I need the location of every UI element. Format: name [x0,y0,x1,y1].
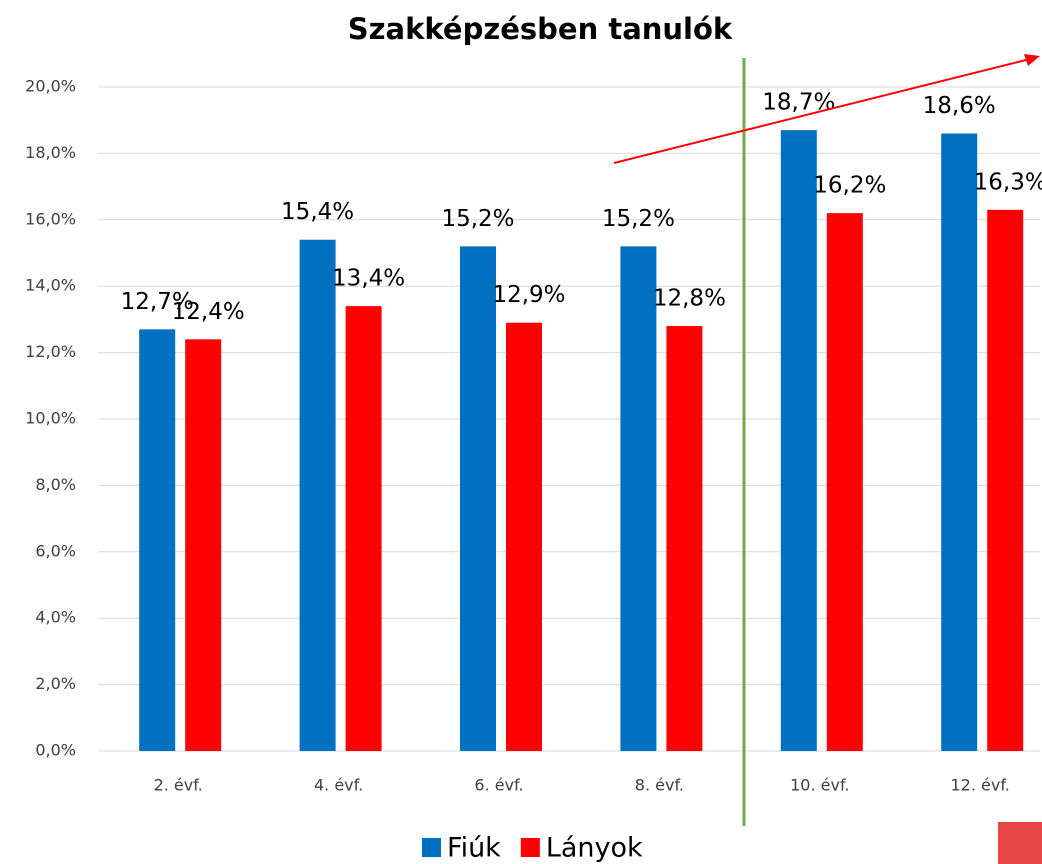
bar [185,339,222,751]
bar [987,209,1024,752]
bar [345,306,382,751]
value-label: 16,2% [813,173,886,199]
x-tick-label: 2. évf. [154,776,203,795]
value-label: 16,3% [974,169,1042,195]
y-tick-label: 10,0% [25,409,76,428]
y-tick-label: 14,0% [25,276,76,295]
value-label: 18,7% [762,90,835,116]
bar [666,326,703,751]
value-label: 12,8% [653,286,726,312]
y-tick-label: 20,0% [25,77,76,96]
value-label: 12,7% [121,289,194,315]
bar [826,213,863,751]
y-tick-label: 6,0% [35,541,76,560]
bar [139,329,176,751]
value-label: 12,4% [172,299,245,325]
bar [299,239,336,751]
bar [460,246,496,752]
legend-swatch [520,838,540,857]
y-tick-label: 12,0% [25,342,76,361]
trend-arrow-head [1024,54,1040,66]
y-tick-label: 8,0% [35,475,76,494]
value-label: 15,2% [441,206,514,232]
value-label: 15,4% [281,199,354,225]
chart-title: Szakképzésben tanulók [348,12,733,46]
y-tick-label: 16,0% [25,209,76,228]
x-tick-label: 6. évf. [474,776,523,795]
bar [620,246,657,752]
value-label: 12,9% [492,282,565,308]
legend-label: Fiúk [447,833,501,864]
trend-arrow [613,58,1031,164]
legend-label: Lányok [546,833,643,864]
y-tick-label: 2,0% [35,674,76,693]
bar [780,130,817,751]
y-tick-label: 18,0% [25,143,76,162]
value-label: 13,4% [332,266,405,292]
bar [506,322,542,751]
x-tick-label: 4. évf. [314,776,363,795]
value-label: 18,6% [923,93,996,119]
corner-square [998,822,1042,864]
y-tick-label: 4,0% [35,608,76,627]
x-tick-label: 8. évf. [635,776,684,795]
x-tick-label: 10. évf. [790,776,849,795]
value-label: 15,2% [602,206,675,232]
x-tick-label: 12. évf. [950,776,1009,795]
bar [941,133,978,752]
legend-swatch [422,838,441,857]
y-tick-label: 0,0% [35,741,76,760]
